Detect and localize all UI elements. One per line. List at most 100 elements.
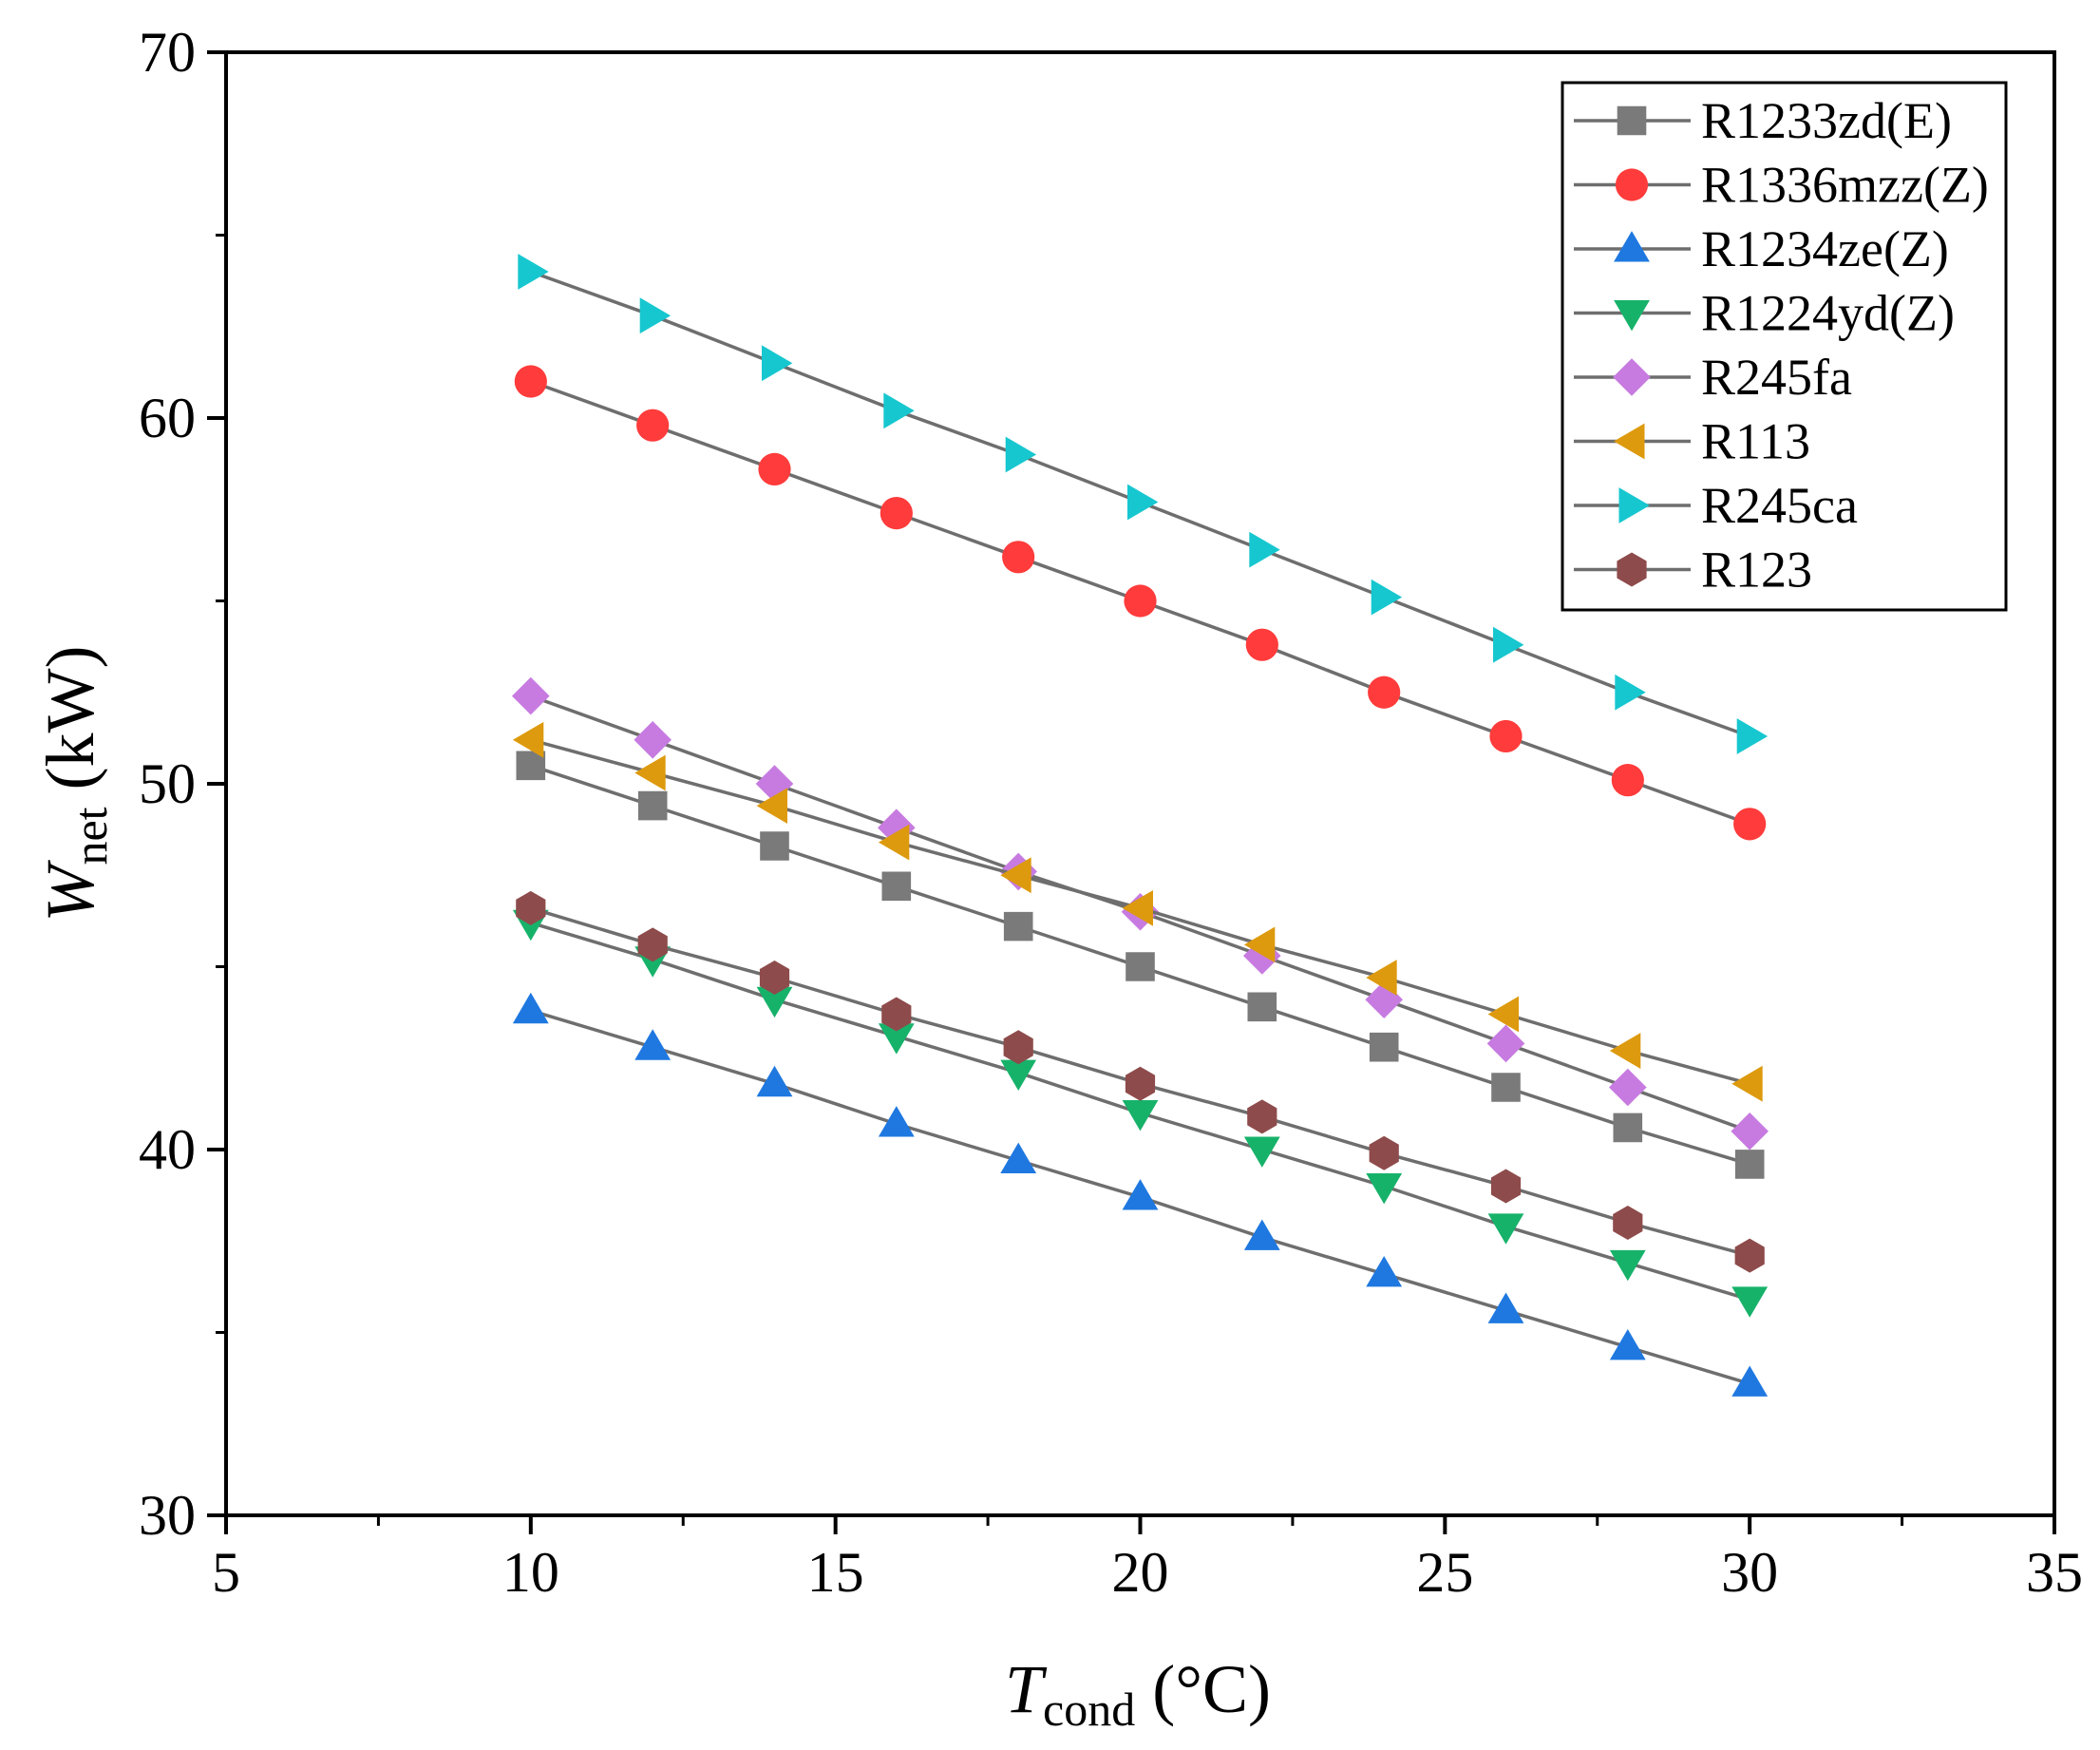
data-point <box>760 831 789 861</box>
data-point <box>1609 1068 1647 1107</box>
data-point <box>880 497 913 530</box>
plot-area <box>512 254 1769 1397</box>
data-point <box>512 992 549 1024</box>
data-point <box>1247 992 1277 1022</box>
data-point <box>881 871 912 902</box>
legend-label: R245ca <box>1701 477 1858 534</box>
y-axis-title-symbol: W <box>32 860 108 923</box>
data-point <box>636 409 670 442</box>
data-point <box>634 754 666 791</box>
data-point <box>1000 857 1031 894</box>
y-tick-label: 70 <box>139 21 196 84</box>
data-point <box>878 824 910 861</box>
legend-marker <box>1614 423 1645 460</box>
data-point <box>1245 628 1278 661</box>
series-r1234ze-z- <box>512 992 1769 1397</box>
x-tick-label: 10 <box>502 1541 559 1604</box>
legend-marker <box>1614 300 1650 332</box>
x-tick-label: 15 <box>807 1541 864 1604</box>
legend-marker <box>1617 105 1647 136</box>
data-point <box>758 452 791 485</box>
legend-entry: R1336mzz(Z) <box>1574 157 1989 214</box>
data-point <box>762 345 793 382</box>
data-point <box>756 1065 793 1097</box>
data-point <box>1731 1113 1769 1151</box>
data-point <box>634 721 672 759</box>
y-tick-label: 30 <box>139 1484 196 1547</box>
data-point <box>1002 541 1035 574</box>
data-point <box>1487 1292 1524 1323</box>
data-point <box>1734 1238 1765 1273</box>
x-tick-label: 20 <box>1112 1541 1169 1604</box>
data-point <box>639 297 672 334</box>
legend-entry: R1233zd(E) <box>1574 92 1952 149</box>
data-point <box>878 1023 915 1055</box>
data-point <box>634 1029 672 1060</box>
legend-label: R1233zd(E) <box>1701 92 1952 149</box>
data-point <box>1122 1100 1159 1132</box>
data-point <box>516 890 546 925</box>
legend-label: R113 <box>1701 413 1810 470</box>
data-point <box>1371 579 1403 616</box>
data-point <box>1736 718 1769 754</box>
data-point <box>1122 1179 1159 1210</box>
legend-marker <box>1613 358 1651 396</box>
legend-marker <box>1614 231 1650 262</box>
x-axis-title-subscript: cond <box>1043 1683 1135 1736</box>
data-point <box>1486 1024 1525 1063</box>
data-point <box>1615 674 1646 711</box>
data-point <box>637 927 668 962</box>
data-point <box>1487 1213 1524 1245</box>
y-tick-label: 50 <box>139 752 196 815</box>
data-point <box>755 765 794 803</box>
data-point <box>1124 584 1157 618</box>
data-point <box>1491 1073 1521 1102</box>
legend-entry: R1224yd(Z) <box>1574 285 1955 342</box>
data-point <box>756 788 787 824</box>
data-point <box>1368 675 1401 709</box>
data-point <box>1731 1365 1769 1397</box>
legend-label: R1336mzz(Z) <box>1701 157 1989 214</box>
data-point <box>1733 808 1767 841</box>
data-point <box>1613 1113 1643 1143</box>
data-point <box>1243 1136 1280 1168</box>
data-point <box>1003 1030 1033 1065</box>
data-point <box>1731 1286 1769 1318</box>
data-point <box>1366 1256 1403 1287</box>
data-point <box>759 961 790 995</box>
data-point <box>1611 764 1644 797</box>
axes: 5 10 15 20 25 30 35 30 40 50 60 70 <box>139 21 2083 1604</box>
x-axis-title: Tcond (°C) <box>1005 1651 1271 1736</box>
y-axis-title: Wnet (kW) <box>32 646 117 923</box>
data-point <box>637 790 668 821</box>
legend-label: R123 <box>1701 542 1812 599</box>
x-tick-label: 35 <box>2026 1541 2083 1604</box>
data-point <box>1366 1173 1403 1205</box>
data-point <box>881 997 912 1032</box>
series-r245ca <box>518 254 1769 754</box>
series-r123 <box>516 890 1765 1273</box>
data-point <box>1126 952 1155 981</box>
data-point <box>1000 1059 1037 1091</box>
legend-label: R1224yd(Z) <box>1701 285 1955 342</box>
data-point <box>512 676 550 715</box>
legend-entry: R113 <box>1574 413 1810 470</box>
data-point <box>1003 911 1033 942</box>
data-point <box>1609 1329 1646 1360</box>
data-point <box>1125 1066 1156 1101</box>
data-point <box>883 392 915 429</box>
series-r1233zd-e- <box>516 751 1765 1179</box>
x-tick-label: 30 <box>1721 1541 1778 1604</box>
x-tick-label: 5 <box>212 1541 240 1604</box>
data-point <box>1487 996 1519 1033</box>
data-point <box>1122 890 1153 926</box>
data-point <box>1243 926 1276 963</box>
legend-label: R1234ze(Z) <box>1701 220 1949 277</box>
data-point <box>1489 719 1523 753</box>
x-axis-title-unit: (°C) <box>1135 1651 1271 1727</box>
data-point <box>1005 436 1037 473</box>
data-point <box>1249 531 1280 568</box>
data-point <box>1609 1249 1646 1282</box>
data-point <box>1369 1135 1399 1170</box>
